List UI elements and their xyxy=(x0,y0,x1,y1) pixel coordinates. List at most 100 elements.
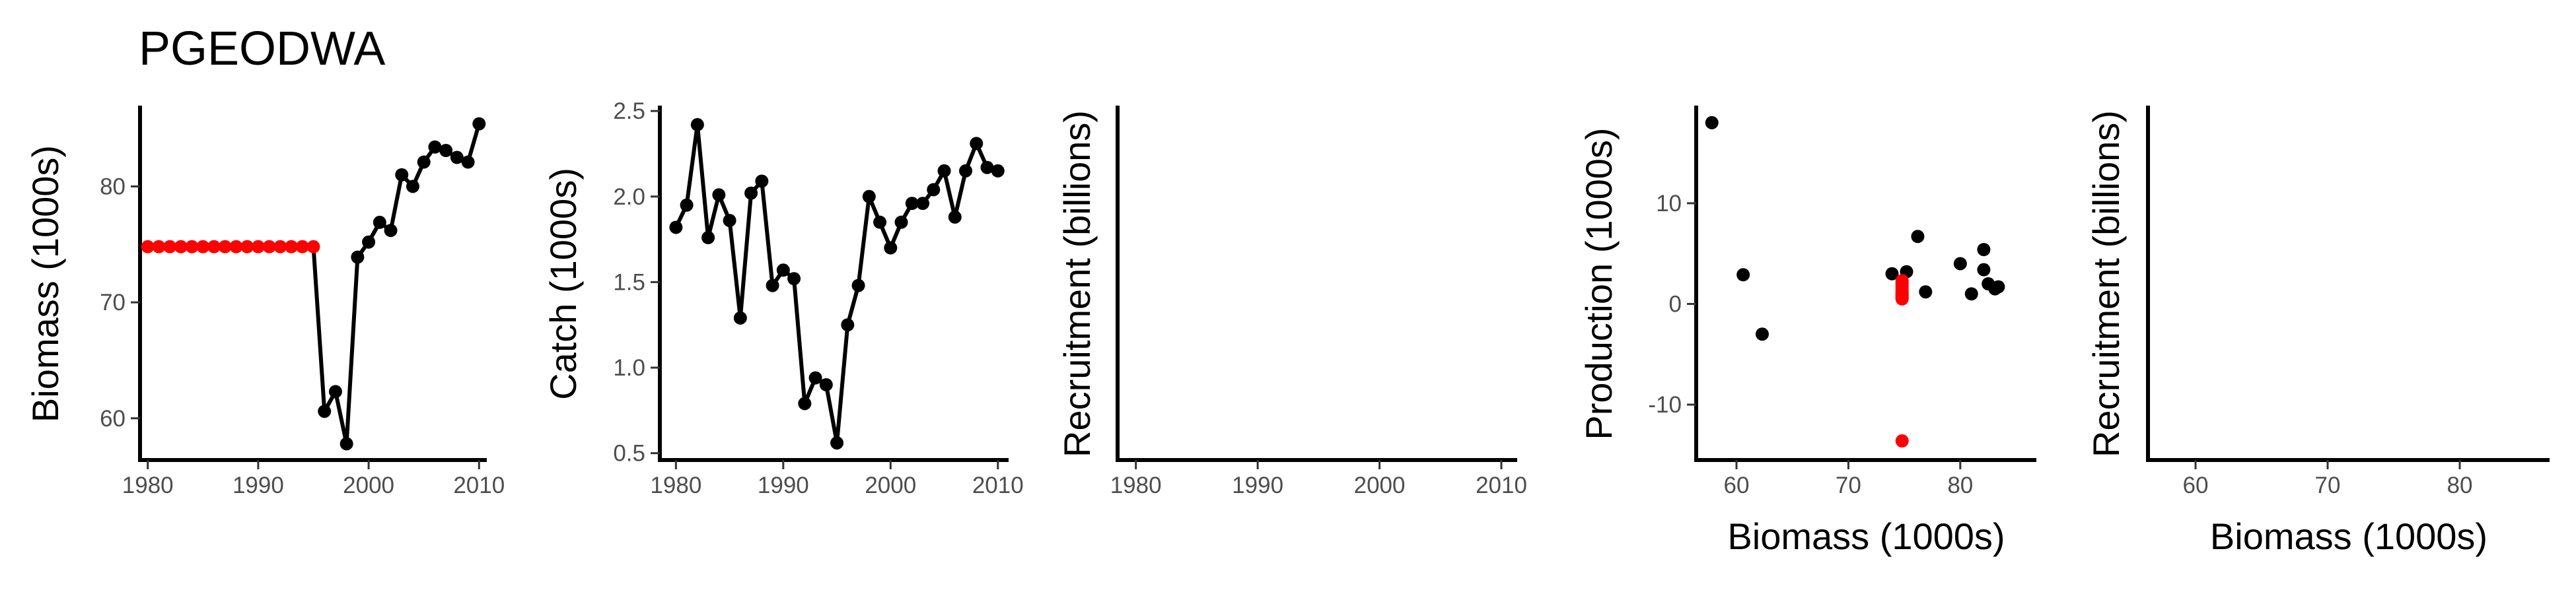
x-tick-label: 2010 xyxy=(453,473,505,498)
y-tick-label: 70 xyxy=(100,290,125,315)
imputed-data-point xyxy=(251,240,265,253)
y-axis-title: Catch (1000s) xyxy=(542,168,584,400)
data-point xyxy=(927,183,941,197)
imputed-data-point xyxy=(262,240,276,253)
production-panel: 60 70 80 -10 0 10 Production (1000s) Biomass (1… xyxy=(1578,106,2036,557)
data-point xyxy=(1919,285,1933,299)
imputed-data-point xyxy=(141,240,155,253)
data-point xyxy=(959,164,973,178)
data-point xyxy=(905,197,919,211)
x-tick-label: 1980 xyxy=(1110,473,1162,498)
data-point xyxy=(428,140,442,154)
data-point xyxy=(830,436,844,450)
y-tick-label: 2.0 xyxy=(613,184,645,210)
imputed-data-point xyxy=(196,240,210,253)
data-point xyxy=(744,186,758,200)
imputed-data-point xyxy=(1895,290,1909,304)
data-point xyxy=(1964,287,1978,301)
data-point xyxy=(701,231,715,245)
x-tick-label: 2000 xyxy=(1354,473,1406,498)
y-tick-label: 1.5 xyxy=(613,269,645,295)
data-point xyxy=(1705,116,1719,129)
x-tick-label: 1990 xyxy=(758,473,809,498)
imputed-data-point xyxy=(240,240,254,253)
y-tick-label: 10 xyxy=(1656,191,1682,216)
data-point xyxy=(723,214,736,228)
imputed-data-point xyxy=(174,240,188,253)
y-tick-label: 60 xyxy=(100,406,125,432)
data-point xyxy=(680,198,694,212)
y-tick-label: 80 xyxy=(100,174,125,199)
x-tick-label: 1980 xyxy=(650,473,701,498)
imputed-data-point xyxy=(218,240,232,253)
x-tick-label: 70 xyxy=(2315,473,2341,498)
imputed-data-point xyxy=(285,240,299,253)
figure-title: PGEODWA xyxy=(139,22,385,75)
imputed-data-point xyxy=(163,240,177,253)
x-tick-label: 1990 xyxy=(233,473,284,498)
data-point xyxy=(461,155,475,169)
data-point xyxy=(450,150,464,164)
x-axis-title: Biomass (1000s) xyxy=(2210,515,2487,557)
x-tick-label: 1980 xyxy=(122,473,174,498)
x-tick-label: 80 xyxy=(2447,473,2473,498)
data-point xyxy=(1885,267,1899,280)
data-point xyxy=(373,215,386,229)
data-point xyxy=(417,155,431,169)
data-point xyxy=(937,164,951,178)
data-point xyxy=(970,137,984,150)
data-point xyxy=(1977,263,1991,277)
y-tick-label: 1.0 xyxy=(613,355,645,381)
x-axis-title: Biomass (1000s) xyxy=(1727,515,2005,557)
x-tick-label: 1990 xyxy=(1232,473,1283,498)
data-point xyxy=(1755,327,1769,341)
imputed-data-point xyxy=(229,240,243,253)
imputed-data-point xyxy=(273,240,287,253)
recruitment-time-panel: 1980 1990 2000 2010 Recruitment (billions) xyxy=(1056,106,1527,498)
y-axis-title: Production (1000s) xyxy=(1578,127,1620,440)
data-point xyxy=(755,174,769,188)
data-point xyxy=(406,180,419,193)
data-point xyxy=(690,117,704,131)
data-point xyxy=(916,197,930,211)
data-point xyxy=(819,378,833,391)
x-tick-label: 2010 xyxy=(972,473,1024,498)
data-point xyxy=(351,250,365,264)
data-point xyxy=(980,160,994,174)
imputed-data-point xyxy=(185,240,199,253)
y-tick-label: 0.5 xyxy=(613,441,645,467)
data-point xyxy=(328,385,342,399)
data-point xyxy=(948,210,962,224)
data-point xyxy=(1953,257,1967,271)
imputed-data-point xyxy=(1895,434,1909,448)
y-axis-title: Recruitment (billions) xyxy=(2085,110,2127,457)
x-tick-label: 60 xyxy=(2183,473,2209,498)
data-point xyxy=(808,371,822,385)
data-point xyxy=(862,189,876,203)
data-point xyxy=(991,164,1005,178)
recruitment-biomass-panel: 60 70 80 Recruitment (billions) Biomass (100… xyxy=(2085,106,2550,557)
data-point xyxy=(733,311,747,325)
data-point xyxy=(851,279,865,292)
imputed-data-point xyxy=(207,240,221,253)
data-point xyxy=(318,405,332,418)
data-point xyxy=(841,318,855,332)
x-tick-label: 80 xyxy=(1947,473,1973,498)
data-point xyxy=(1977,243,1991,257)
data-point xyxy=(340,437,353,451)
data-point xyxy=(884,241,898,255)
imputed-data-point xyxy=(306,240,320,253)
data-point xyxy=(787,272,801,286)
data-point xyxy=(894,215,908,229)
data-point xyxy=(776,263,790,277)
imputed-data-point xyxy=(152,240,166,253)
y-tick-label: -10 xyxy=(1648,392,1682,418)
data-point xyxy=(712,188,726,202)
x-tick-label: 60 xyxy=(1724,473,1750,498)
data-point xyxy=(395,168,409,182)
biomass-panel: 1980 1990 2000 2010 60 70 80 Biomass (1000s) xyxy=(24,106,505,498)
data-point xyxy=(439,143,453,157)
data-point xyxy=(1911,230,1925,244)
data-point xyxy=(669,220,683,234)
catch-panel: 1980 1990 2000 2010 0.5 1.0 1.5 2.0 2.5 Catch (10… xyxy=(542,98,1024,498)
